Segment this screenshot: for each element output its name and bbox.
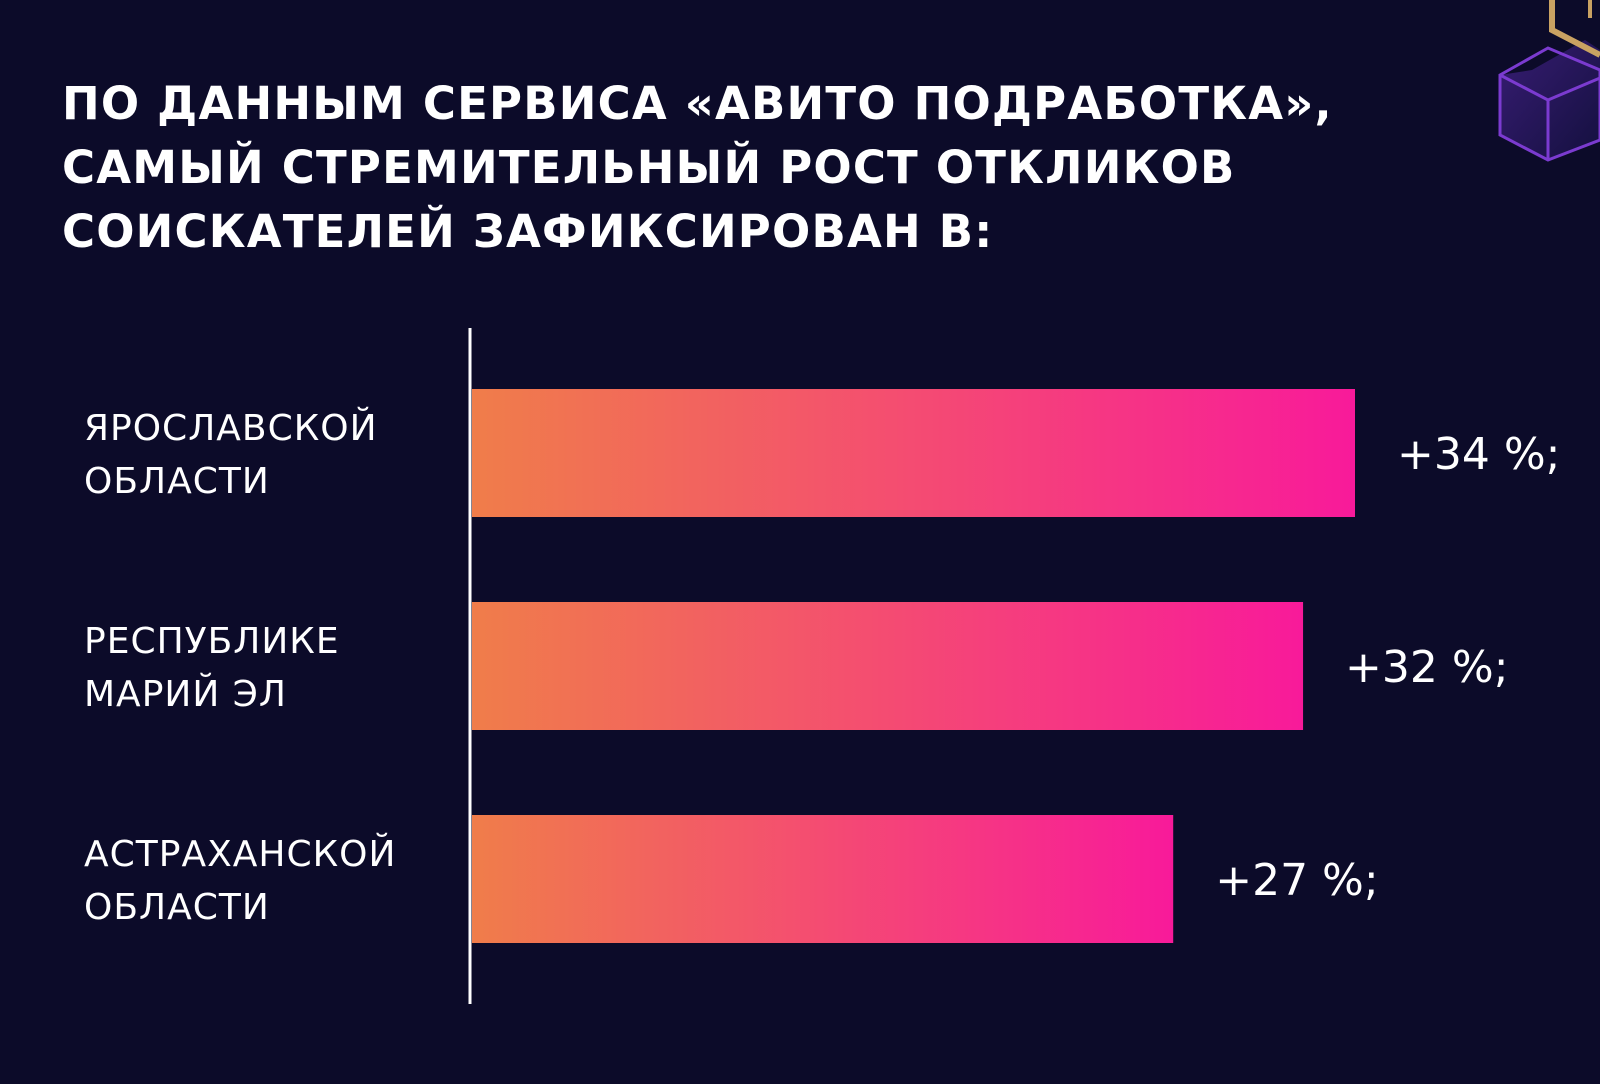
title-line: СОИСКАТЕЛЕЙ ЗАФИКСИРОВАН В: bbox=[62, 205, 994, 258]
category-label: РЕСПУБЛИКЕ МАРИЙ ЭЛ bbox=[84, 621, 340, 715]
value-label: +32 %; bbox=[1345, 642, 1508, 693]
value-label: +27 %; bbox=[1215, 855, 1378, 906]
category-label: АСТРАХАНСКОЙ ОБЛАСТИ bbox=[84, 833, 396, 928]
title-line: САМЫЙ СТРЕМИТЕЛЬНЫЙ РОСТ ОТКЛИКОВ bbox=[62, 141, 1236, 194]
category-label-line: ОБЛАСТИ bbox=[84, 887, 270, 928]
category-label-line: ОБЛАСТИ bbox=[84, 461, 270, 502]
category-label-line: МАРИЙ ЭЛ bbox=[84, 673, 287, 715]
title-line: ПО ДАННЫМ СЕРВИСА «АВИТО ПОДРАБОТКА», bbox=[62, 77, 1333, 130]
bar bbox=[472, 815, 1174, 943]
category-label: ЯРОСЛАВСКОЙ ОБЛАСТИ bbox=[84, 407, 378, 502]
chart-title: ПО ДАННЫМ СЕРВИСА «АВИТО ПОДРАБОТКА», СА… bbox=[62, 72, 1442, 264]
bar bbox=[472, 389, 1355, 517]
cube-icon bbox=[1498, 0, 1600, 162]
bar bbox=[472, 602, 1304, 730]
category-label-line: РЕСПУБЛИКЕ bbox=[84, 621, 340, 662]
value-label: +34 %; bbox=[1397, 429, 1560, 480]
category-label-line: ЯРОСЛАВСКОЙ bbox=[84, 407, 378, 449]
category-label-line: АСТРАХАНСКОЙ bbox=[84, 833, 396, 875]
